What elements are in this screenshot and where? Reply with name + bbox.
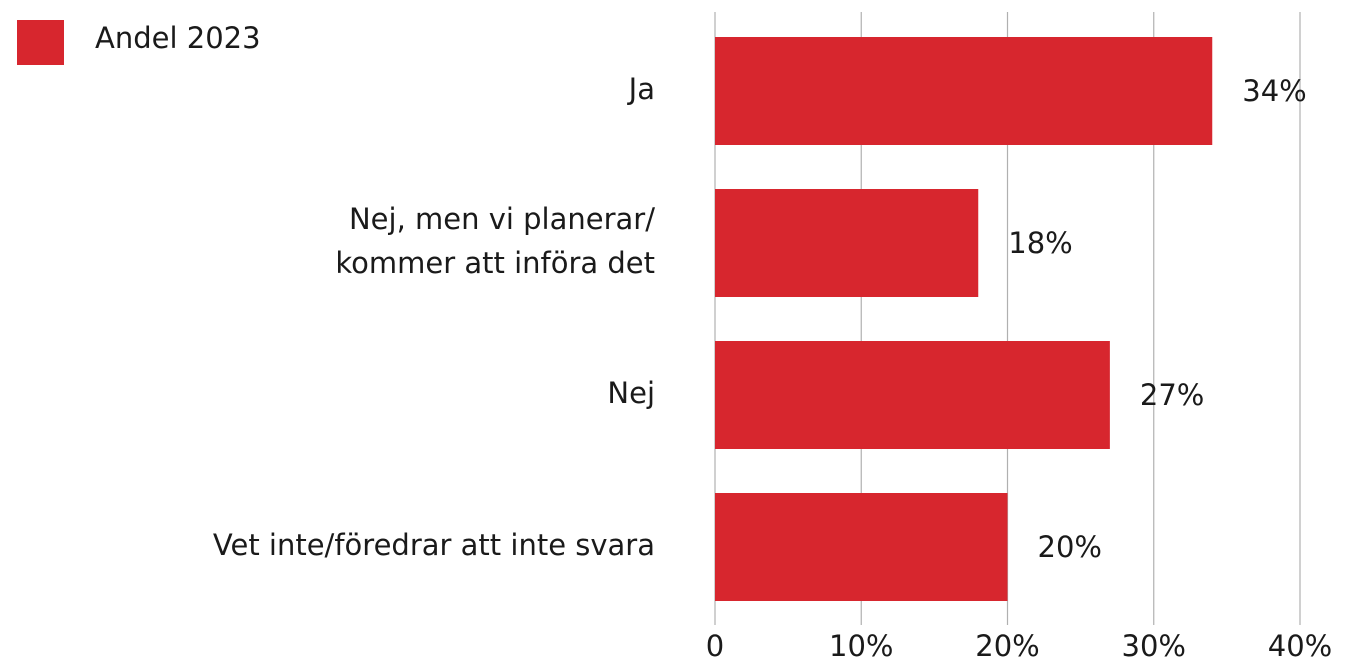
x-tick-label: 20%: [975, 629, 1039, 663]
bar: [715, 37, 1213, 145]
value-label: 18%: [1008, 226, 1072, 260]
category-label: Nej: [607, 376, 655, 410]
legend-label: Andel 2023: [95, 21, 261, 55]
bar: [715, 341, 1110, 449]
x-tick-label: 10%: [829, 629, 893, 663]
x-tick-label: 40%: [1268, 629, 1332, 663]
bar: [715, 493, 1008, 601]
legend-swatch: [17, 20, 64, 65]
x-tick-label: 0: [706, 629, 724, 663]
value-label: 27%: [1140, 378, 1204, 412]
category-label: Nej, men vi planerar/kommer att införa d…: [335, 202, 655, 280]
value-label: 34%: [1242, 74, 1306, 108]
category-label: Vet inte/föredrar att inte svara: [213, 528, 655, 562]
category-label: Ja: [627, 72, 655, 106]
x-tick-label: 30%: [1122, 629, 1186, 663]
bar: [715, 189, 979, 297]
value-label: 20%: [1038, 530, 1102, 564]
